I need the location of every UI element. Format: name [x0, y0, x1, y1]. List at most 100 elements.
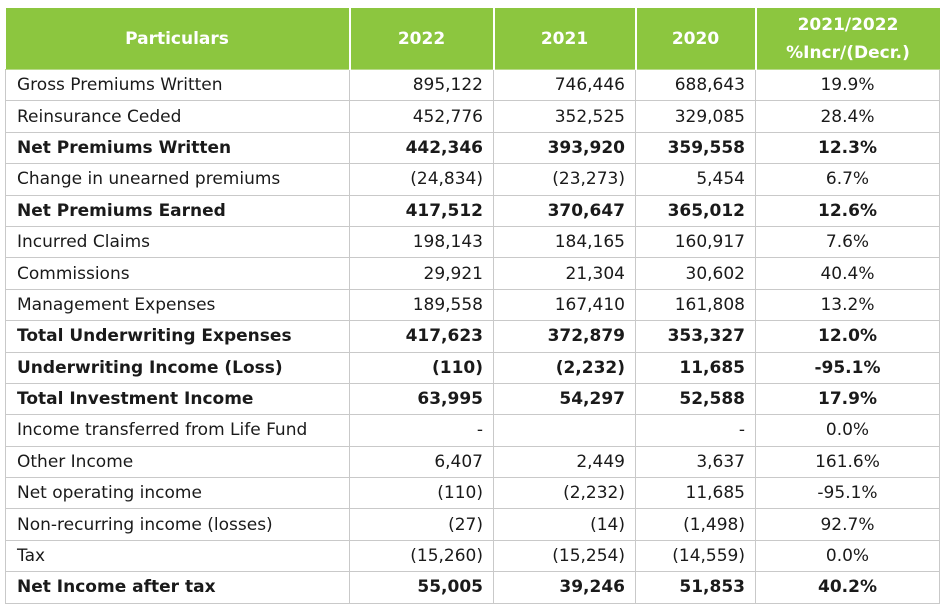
- header-change-line1: 2021/2022: [797, 14, 899, 35]
- value-change: 0.0%: [755, 539, 940, 573]
- value-2020: 3,637: [635, 445, 756, 479]
- value-2021: 21,304: [493, 257, 636, 290]
- value-change: 12.3%: [755, 131, 940, 165]
- table-body: Gross Premiums Written 895,122 746,446 688,…: [5, 69, 940, 604]
- header-2022: 2022: [349, 8, 495, 70]
- value-2020: 161,808: [635, 288, 756, 322]
- header-particulars: Particulars: [5, 8, 351, 70]
- value-change: 7.6%: [755, 225, 940, 259]
- value-2022: -: [349, 414, 494, 447]
- table-row: Incurred Claims 198,143 184,165 160,917 7.6%: [5, 225, 940, 259]
- value-change: 28.4%: [755, 100, 940, 133]
- table-row: Gross Premiums Written 895,122 746,446 688,…: [5, 69, 940, 102]
- value-2020: 359,558: [635, 131, 756, 165]
- value-2022: (27): [349, 508, 494, 541]
- table-row: Change in unearned premiums (24,834) (23,2…: [5, 163, 940, 196]
- table-row: Net Premiums Earned 417,512 370,647 365,012…: [5, 194, 940, 227]
- value-2021: 352,525: [493, 100, 636, 133]
- value-2022: (110): [349, 477, 494, 510]
- value-2022: 6,407: [349, 445, 494, 479]
- header-change: 2021/2022 %Incr/(Decr.): [755, 8, 940, 70]
- value-2022: 417,623: [349, 320, 494, 353]
- value-2021: (2,232): [493, 477, 636, 510]
- value-2020: 11,685: [635, 351, 756, 384]
- value-2020: (1,498): [635, 508, 756, 541]
- table-row: Non-recurring income (losses) (27) (14) (1,…: [5, 508, 940, 541]
- value-2022: 63,995: [349, 382, 494, 416]
- value-2020: 353,327: [635, 320, 756, 353]
- table-row: Tax (15,260) (15,254) (14,559) 0.0%: [5, 539, 940, 573]
- value-change: 12.0%: [755, 320, 940, 353]
- value-2021: 372,879: [493, 320, 636, 353]
- value-2021: 2,449: [493, 445, 636, 479]
- value-change: 19.9%: [755, 69, 940, 102]
- value-change: 0.0%: [755, 414, 940, 447]
- value-2021: 370,647: [493, 194, 636, 227]
- value-2020: 688,643: [635, 69, 756, 102]
- value-2021: (23,273): [493, 163, 636, 196]
- table-row: Income transferred from Life Fund - -0.0%: [5, 414, 940, 447]
- row-label: Commissions: [5, 257, 350, 290]
- row-label: Gross Premiums Written: [5, 69, 350, 102]
- row-label: Total Underwriting Expenses: [5, 320, 350, 353]
- header-2021: 2021: [493, 8, 637, 70]
- value-2022: 189,558: [349, 288, 494, 322]
- table-row: Total Investment Income 63,995 54,297 52,58…: [5, 382, 940, 416]
- value-2020: 51,853: [635, 571, 756, 604]
- value-2020: 52,588: [635, 382, 756, 416]
- table-row: Net Income after tax 55,005 39,246 51,853 40…: [5, 571, 940, 604]
- value-change: 13.2%: [755, 288, 940, 322]
- value-2022: (15,260): [349, 539, 494, 573]
- value-2022: (110): [349, 351, 494, 384]
- table-row: Reinsurance Ceded 452,776 352,525 329,085 28…: [5, 100, 940, 133]
- financial-summary-table: Particulars 2022 2021 2020 2021/2022 %In…: [5, 8, 940, 604]
- value-2022: 895,122: [349, 69, 494, 102]
- row-label: Underwriting Income (Loss): [5, 351, 350, 384]
- row-label: Other Income: [5, 445, 350, 479]
- value-2021: 167,410: [493, 288, 636, 322]
- value-2020: (14,559): [635, 539, 756, 573]
- value-2022: 442,346: [349, 131, 494, 165]
- row-label: Incurred Claims: [5, 225, 350, 259]
- row-label: Reinsurance Ceded: [5, 100, 350, 133]
- table-row: Total Underwriting Expenses 417,623 372,87…: [5, 320, 940, 353]
- value-2020: 5,454: [635, 163, 756, 196]
- row-label: Net Income after tax: [5, 571, 350, 604]
- header-2020: 2020: [635, 8, 757, 70]
- value-2020: 329,085: [635, 100, 756, 133]
- value-change: -95.1%: [755, 351, 940, 384]
- value-change: 92.7%: [755, 508, 940, 541]
- value-2022: 55,005: [349, 571, 494, 604]
- value-change: 40.4%: [755, 257, 940, 290]
- value-2022: 198,143: [349, 225, 494, 259]
- row-label: Net Premiums Written: [5, 131, 350, 165]
- value-2021: 184,165: [493, 225, 636, 259]
- table-row: Net operating income (110) (2,232) 11,685 -9…: [5, 477, 940, 510]
- value-2021: (14): [493, 508, 636, 541]
- value-2022: (24,834): [349, 163, 494, 196]
- row-label: Management Expenses: [5, 288, 350, 322]
- value-change: 6.7%: [755, 163, 940, 196]
- value-2021: [493, 414, 636, 447]
- header-change-line2: %Incr/(Decr.): [786, 42, 910, 63]
- row-label: Change in unearned premiums: [5, 163, 350, 196]
- value-2020: -: [635, 414, 756, 447]
- value-2020: 11,685: [635, 477, 756, 510]
- value-2021: 393,920: [493, 131, 636, 165]
- value-2022: 417,512: [349, 194, 494, 227]
- row-label: Total Investment Income: [5, 382, 350, 416]
- value-2022: 29,921: [349, 257, 494, 290]
- row-label: Net Premiums Earned: [5, 194, 350, 227]
- table-row: Management Expenses 189,558 167,410 161,808…: [5, 288, 940, 322]
- table-row: Commissions 29,921 21,304 30,602 40.4%: [5, 257, 940, 290]
- value-change: 40.2%: [755, 571, 940, 604]
- value-2021: 54,297: [493, 382, 636, 416]
- value-2020: 160,917: [635, 225, 756, 259]
- value-2022: 452,776: [349, 100, 494, 133]
- row-label: Non-recurring income (losses): [5, 508, 350, 541]
- value-change: 17.9%: [755, 382, 940, 416]
- value-change: 161.6%: [755, 445, 940, 479]
- table-row: Other Income 6,407 2,449 3,637 161.6%: [5, 445, 940, 479]
- table-header: Particulars 2022 2021 2020 2021/2022 %In…: [5, 8, 940, 70]
- header-row: Particulars 2022 2021 2020 2021/2022 %In…: [5, 8, 940, 70]
